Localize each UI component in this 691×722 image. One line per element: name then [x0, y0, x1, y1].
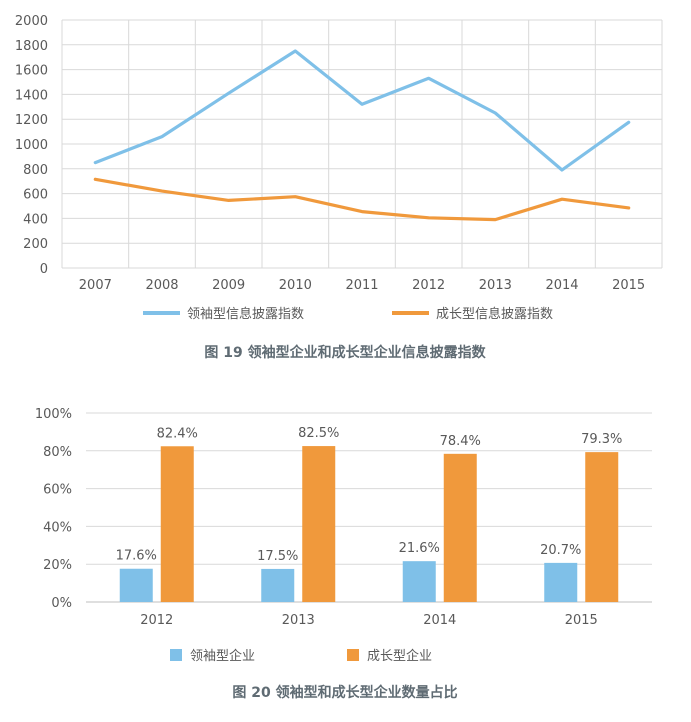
y-tick-label: 1400 [15, 88, 48, 103]
y-tick-label: 600 [23, 188, 48, 203]
x-tick-label: 2007 [79, 278, 112, 293]
figure-20-caption: 图 20 领袖型和成长型企业数量占比 [232, 684, 457, 701]
y-tick-label: 0 [40, 262, 48, 277]
data-label: 78.4% [440, 434, 481, 449]
y-tick-label: 1000 [15, 138, 48, 153]
y-tick-label: 60% [43, 483, 72, 498]
data-label: 17.5% [257, 549, 298, 564]
bar-series-2 [585, 452, 619, 602]
x-tick-label: 2008 [145, 278, 178, 293]
data-label: 20.7% [540, 543, 581, 558]
y-tick-label: 100% [35, 407, 72, 422]
y-tick-label: 0% [51, 596, 72, 611]
x-tick-label: 2014 [545, 278, 578, 293]
x-tick-label: 2010 [279, 278, 312, 293]
data-label: 79.3% [581, 432, 622, 447]
figure-19-caption: 图 19 领袖型企业和成长型企业信息披露指数 [204, 344, 486, 361]
x-tick-label: 2013 [282, 613, 315, 628]
legend-swatch-1 [170, 649, 182, 661]
x-tick-label: 2014 [423, 613, 456, 628]
legend-label-2: 成长型企业 [367, 648, 432, 664]
y-tick-label: 1200 [15, 113, 48, 128]
legend-label-1: 领袖型企业 [190, 648, 255, 664]
y-tick-label: 800 [23, 163, 48, 178]
bar-series-2 [160, 446, 194, 602]
x-tick-label: 2012 [412, 278, 445, 293]
series-line-2 [93, 177, 631, 222]
y-tick-label: 80% [43, 445, 72, 460]
y-tick-label: 1600 [15, 64, 48, 79]
y-tick-label: 400 [23, 212, 48, 227]
bar-series-1 [544, 562, 578, 602]
y-tick-label: 2000 [15, 14, 48, 29]
y-tick-label: 40% [43, 520, 72, 535]
y-tick-label: 1800 [15, 39, 48, 54]
bar-series-1 [261, 568, 295, 602]
data-label: 82.5% [298, 426, 339, 441]
x-tick-label: 2011 [345, 278, 378, 293]
legend-swatch-2 [347, 649, 359, 661]
x-tick-label: 2015 [612, 278, 645, 293]
x-tick-label: 2009 [212, 278, 245, 293]
y-tick-label: 20% [43, 558, 72, 573]
x-tick-label: 2013 [479, 278, 512, 293]
bar-series-2 [443, 453, 477, 602]
data-label: 82.4% [157, 426, 198, 441]
bar-series-1 [119, 568, 153, 602]
x-tick-label: 2015 [565, 613, 598, 628]
legend-label-2: 成长型信息披露指数 [436, 306, 553, 322]
y-tick-label: 200 [23, 237, 48, 252]
line-chart-disclosure-index: 0 200 400 600 800 1000 1200 1400 1600 1800 2000 200… [15, 14, 663, 322]
x-tick-label: 2012 [140, 613, 173, 628]
data-label: 21.6% [399, 541, 440, 556]
series-line-1 [93, 49, 631, 172]
bar-series-2 [302, 446, 336, 602]
legend-label-1: 领袖型信息披露指数 [187, 306, 304, 322]
data-label: 17.6% [116, 549, 157, 564]
bar-series-1 [402, 561, 436, 602]
bar-chart-company-share: 0% 20% 40% 60% 80% 100% 2012 17.6% 82.4% 2013 17.5… [35, 407, 652, 664]
